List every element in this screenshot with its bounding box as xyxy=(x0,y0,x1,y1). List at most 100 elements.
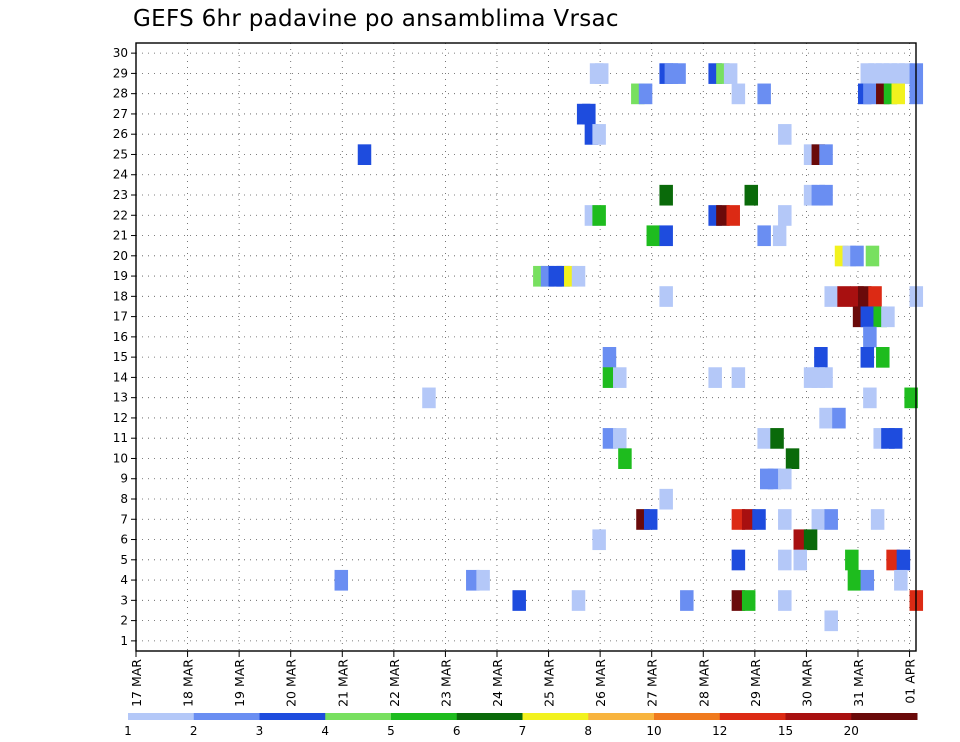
precip-cell xyxy=(811,509,826,530)
colorbar-legend: 1 2 3 4 5 6 7 8 10 12 15 20 xyxy=(124,713,918,738)
y-tick-label: 15 xyxy=(113,350,128,364)
precip-cell xyxy=(334,569,349,591)
colorbar-label: 10 xyxy=(646,724,661,738)
precip-cell xyxy=(819,407,833,429)
colorbar-swatch xyxy=(259,713,326,720)
precip-cell xyxy=(613,367,627,388)
y-tick-label: 28 xyxy=(113,87,128,101)
colorbar-swatch xyxy=(456,713,523,720)
precip-cell xyxy=(659,184,673,206)
colorbar-label: 8 xyxy=(584,724,592,738)
precip-cell xyxy=(357,144,372,165)
x-tick-label: 27 MAR xyxy=(645,659,660,707)
precip-cell xyxy=(881,306,895,328)
x-tick-label: 18 MAR xyxy=(181,659,196,707)
precip-cell xyxy=(819,367,833,388)
y-tick-label: 17 xyxy=(113,310,128,324)
y-tick-label: 22 xyxy=(113,208,128,222)
y-tick-label: 19 xyxy=(113,269,128,283)
precip-cell xyxy=(863,326,877,348)
precip-cell xyxy=(863,387,877,409)
precip-cell xyxy=(512,590,526,611)
precip-cell xyxy=(832,407,846,429)
precip-cell xyxy=(741,590,756,611)
y-tick-label: 26 xyxy=(113,127,128,141)
colorbar-swatch xyxy=(719,713,786,720)
y-tick-label: 24 xyxy=(113,168,128,182)
colorbar-label: 5 xyxy=(387,724,395,738)
y-tick-label: 5 xyxy=(120,553,128,567)
precip-cell xyxy=(865,245,880,267)
colorbar-label: 6 xyxy=(453,724,461,738)
y-tick-label: 21 xyxy=(113,229,128,243)
x-tick-label: 23 MAR xyxy=(438,659,453,707)
precip-cell xyxy=(744,184,759,206)
x-tick-label: 22 MAR xyxy=(387,659,402,707)
precip-cell xyxy=(741,509,756,530)
precip-cell xyxy=(757,83,771,105)
precip-cell xyxy=(571,265,586,287)
colorbar-label: 20 xyxy=(844,724,859,738)
precip-cell xyxy=(592,124,606,145)
precip-cell xyxy=(899,63,913,84)
colorbar-label: 3 xyxy=(256,724,264,738)
precip-cell xyxy=(819,184,833,206)
precip-cell xyxy=(870,509,885,530)
precip-cell xyxy=(757,225,771,247)
precip-cell xyxy=(837,286,851,307)
x-tick-label: 29 MAR xyxy=(748,659,763,707)
precip-cell xyxy=(847,569,862,591)
precip-cell xyxy=(659,225,673,247)
y-tick-label: 11 xyxy=(113,431,128,445)
x-tick-label: 19 MAR xyxy=(232,659,247,707)
y-tick-label: 6 xyxy=(120,533,128,547)
precip-cell xyxy=(785,448,800,469)
precip-cell xyxy=(672,63,686,84)
colorbar-swatch xyxy=(588,713,655,720)
precip-cell xyxy=(680,590,694,611)
y-tick-label: 20 xyxy=(113,249,128,263)
precip-cell xyxy=(896,549,911,571)
x-tick-label: 31 MAR xyxy=(851,659,866,707)
x-tick-label: 28 MAR xyxy=(696,659,711,707)
precip-cell xyxy=(592,205,606,226)
y-tick-label: 18 xyxy=(113,289,128,303)
precip-cell xyxy=(845,549,859,571)
grid-lines xyxy=(136,43,916,651)
y-tick-label: 30 xyxy=(113,46,128,60)
colorbar-label: 7 xyxy=(519,724,527,738)
precip-cell xyxy=(571,590,586,611)
precip-cell xyxy=(819,144,833,165)
precip-cell xyxy=(868,286,882,307)
precip-cell xyxy=(778,590,792,611)
x-tick-label: 20 MAR xyxy=(284,659,299,707)
precip-cell xyxy=(886,549,900,571)
precip-cell xyxy=(824,509,838,530)
precip-cell xyxy=(659,488,673,510)
colorbar-label: 1 xyxy=(124,724,132,738)
precip-cell xyxy=(824,610,838,632)
colorbar-swatch xyxy=(193,713,260,720)
precip-cell xyxy=(731,509,746,530)
x-tick-label: 26 MAR xyxy=(593,659,608,707)
precip-cell xyxy=(860,347,875,368)
precip-cell xyxy=(793,549,808,571)
precip-cell xyxy=(659,286,673,307)
precip-cell xyxy=(422,387,436,409)
y-tick-label: 25 xyxy=(113,147,128,161)
precip-cell xyxy=(824,286,838,307)
precip-cell xyxy=(476,569,490,591)
precip-cell xyxy=(894,569,908,591)
precip-cell xyxy=(646,225,661,247)
colorbar-swatch xyxy=(325,713,392,720)
y-tick-label: 13 xyxy=(113,391,128,405)
colorbar-label: 12 xyxy=(712,724,727,738)
precip-cell xyxy=(876,347,890,368)
precip-cell xyxy=(767,468,782,490)
precip-cell xyxy=(708,367,722,388)
precip-cell xyxy=(618,448,632,469)
precip-cell xyxy=(638,83,653,105)
precip-cell xyxy=(891,83,905,105)
precip-cell xyxy=(613,428,627,449)
